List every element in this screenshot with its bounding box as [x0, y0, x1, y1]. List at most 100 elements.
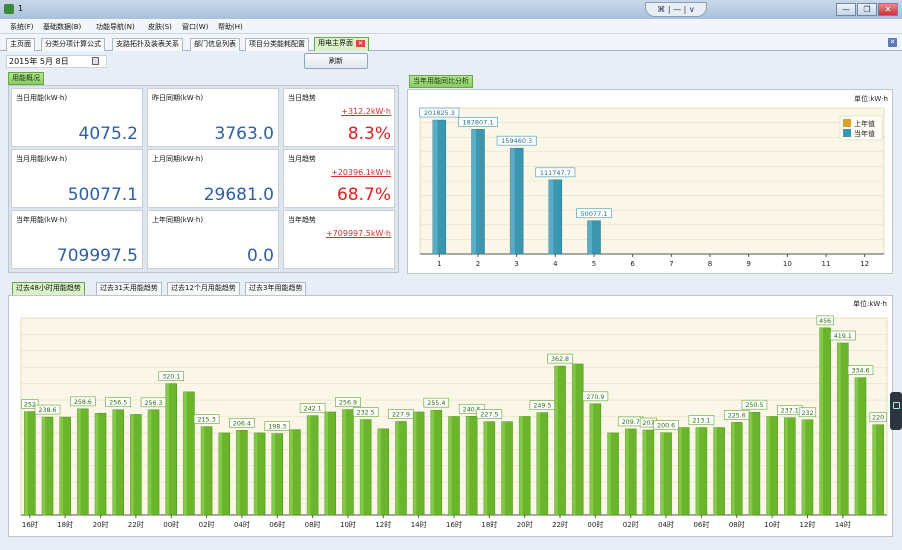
bar-highlight — [471, 129, 477, 254]
x-tick-label: 5 — [592, 260, 596, 268]
panel-close-icon[interactable]: ✕ — [888, 38, 897, 47]
data-label: 334.6 — [851, 368, 869, 375]
x-tick-label: 04时 — [658, 520, 674, 529]
bar-highlight — [854, 377, 859, 515]
energy-overview-panel: 当日用能(kW·h) 4075.2 昨日同期(kW·h) 3763.0 当日趋势… — [8, 85, 399, 273]
tab-topology[interactable]: 支路拓扑及装表关系 — [112, 38, 183, 51]
menu-skin[interactable]: 皮肤(S) — [148, 23, 172, 31]
legend-swatch-last-year — [843, 119, 851, 127]
kpi-delta-link[interactable]: +20396.1kW·h — [331, 168, 391, 177]
kpi-percent: 8.3% — [347, 124, 391, 144]
data-label-box — [830, 330, 856, 341]
bar-highlight — [548, 179, 554, 254]
x-tick-label: 14时 — [835, 520, 851, 529]
menu-basic-data[interactable]: 基础数据(B) — [43, 23, 82, 31]
data-label: 456 — [819, 318, 831, 325]
bar-highlight — [483, 421, 488, 515]
tab-departments[interactable]: 部门信息列表 — [190, 38, 240, 51]
bar-highlight — [695, 427, 700, 515]
data-label: 362.8 — [551, 356, 569, 363]
kpi-label: 当年趋势 — [288, 216, 316, 224]
bar-highlight — [430, 410, 435, 515]
bar-highlight — [236, 430, 240, 515]
data-label: 270.9 — [586, 394, 604, 401]
hourly-chart-panel: 单位:kW·h 252 238.6 258.6 256.5 256.3 320.1 215.3… — [8, 295, 893, 537]
window-title: 1 — [18, 4, 24, 13]
tab-project-config[interactable]: 项目分类能耗配置 — [245, 38, 309, 51]
menu-navigation[interactable]: 功能导航(N) — [96, 23, 135, 31]
close-window-button[interactable]: ✕ — [878, 3, 898, 16]
calendar-icon[interactable] — [92, 57, 99, 65]
data-label-box — [264, 421, 291, 431]
maximize-button[interactable]: ❐ — [857, 3, 877, 16]
x-tick-label: 08时 — [729, 520, 745, 529]
data-label: 232.5 — [357, 410, 375, 417]
bar-highlight — [183, 391, 187, 515]
side-dock-handle[interactable] — [890, 392, 902, 430]
bar-highlight — [395, 421, 399, 515]
kpi-delta-link[interactable]: +312.2kW·h — [341, 107, 391, 116]
kpi-label: 上年同期(kW·h) — [152, 216, 204, 224]
bar-highlight — [432, 120, 438, 254]
data-label: 206.4 — [233, 420, 251, 427]
data-label: 419.1 — [834, 333, 852, 340]
date-picker[interactable]: 2015年 5月 8日 — [6, 55, 107, 68]
quick-controls[interactable]: ⌘ | — | ∨ — [645, 2, 707, 17]
menu-window[interactable]: 窗口(W) — [182, 23, 209, 31]
kpi-value: 29681.0 — [203, 185, 274, 205]
data-label-box — [299, 403, 326, 413]
menu-help[interactable]: 帮助(H) — [218, 23, 243, 31]
tab-power-main[interactable]: 用电主界面 ✕ — [314, 37, 369, 51]
x-tick-label: 20时 — [517, 520, 533, 529]
trend-tabs: 过去48小时用能趋势 过去31天用能趋势 过去12个月用能趋势 过去3年用能趋势 — [8, 282, 893, 296]
bar-highlight — [77, 408, 81, 515]
refresh-button[interactable]: 刷新 — [304, 53, 368, 69]
data-label: 198.3 — [268, 424, 286, 431]
close-icon[interactable]: ✕ — [356, 39, 365, 47]
minimize-button[interactable]: — — [836, 3, 856, 16]
data-label: 227.5 — [480, 412, 498, 419]
menu-system[interactable]: 系统(F) — [10, 23, 34, 31]
data-label-box — [653, 420, 679, 430]
tab-48-hours[interactable]: 过去48小时用能趋势 — [12, 282, 85, 295]
bar-highlight — [324, 411, 329, 515]
bar-highlight — [95, 413, 99, 515]
bar-highlight — [519, 416, 523, 515]
x-tick-label: 14时 — [411, 520, 427, 529]
bar-highlight — [360, 419, 364, 515]
bar-highlight — [713, 427, 717, 515]
x-tick-label: 2 — [476, 260, 480, 268]
data-label-box — [798, 407, 817, 418]
data-label: 50077.1 — [581, 210, 608, 218]
kpi-delta-link[interactable]: +709997.5kW·h — [325, 229, 391, 238]
bar-highlight — [731, 422, 735, 515]
tab-home[interactable]: 主页面 — [6, 38, 35, 51]
menu-bar: 系统(F) 基础数据(B) 功能导航(N) 皮肤(S) 窗口(W) 帮助(H) — [0, 19, 902, 34]
data-label-box — [869, 412, 887, 423]
tab-31-days[interactable]: 过去31天用能趋势 — [96, 282, 162, 295]
bar-highlight — [201, 426, 205, 515]
data-label: 159460.3 — [501, 137, 532, 145]
bar-highlight — [112, 409, 117, 515]
bar-highlight — [589, 403, 594, 515]
x-tick-label: 16时 — [446, 520, 462, 529]
bar-highlight — [510, 148, 515, 254]
data-label-box — [547, 353, 573, 364]
data-label: 220 — [872, 415, 884, 422]
x-tick-label: 7 — [669, 260, 673, 268]
bar-highlight — [536, 412, 541, 515]
data-label: 232 — [801, 410, 813, 417]
bar-highlight — [678, 427, 682, 515]
bar-highlight — [130, 414, 134, 515]
x-tick-label: 20时 — [93, 520, 109, 529]
bar-highlight — [271, 433, 276, 515]
x-tick-label: 04时 — [234, 520, 250, 529]
tab-12-months[interactable]: 过去12个月用能趋势 — [167, 282, 240, 295]
data-label-box — [21, 399, 39, 409]
kpi-month: 当月用能(kW·h) 50077.1 — [11, 149, 143, 208]
unit-label: 单位:kW·h — [854, 94, 888, 103]
tab-3-years[interactable]: 过去3年用能趋势 — [245, 282, 307, 295]
annual-chart: 单位:kW·h 1 201825.3 2 187807.1 3 159460.3 4 11174… — [419, 94, 888, 268]
data-label-box — [535, 167, 576, 178]
tab-formula[interactable]: 分类分项计算公式 — [41, 38, 105, 51]
